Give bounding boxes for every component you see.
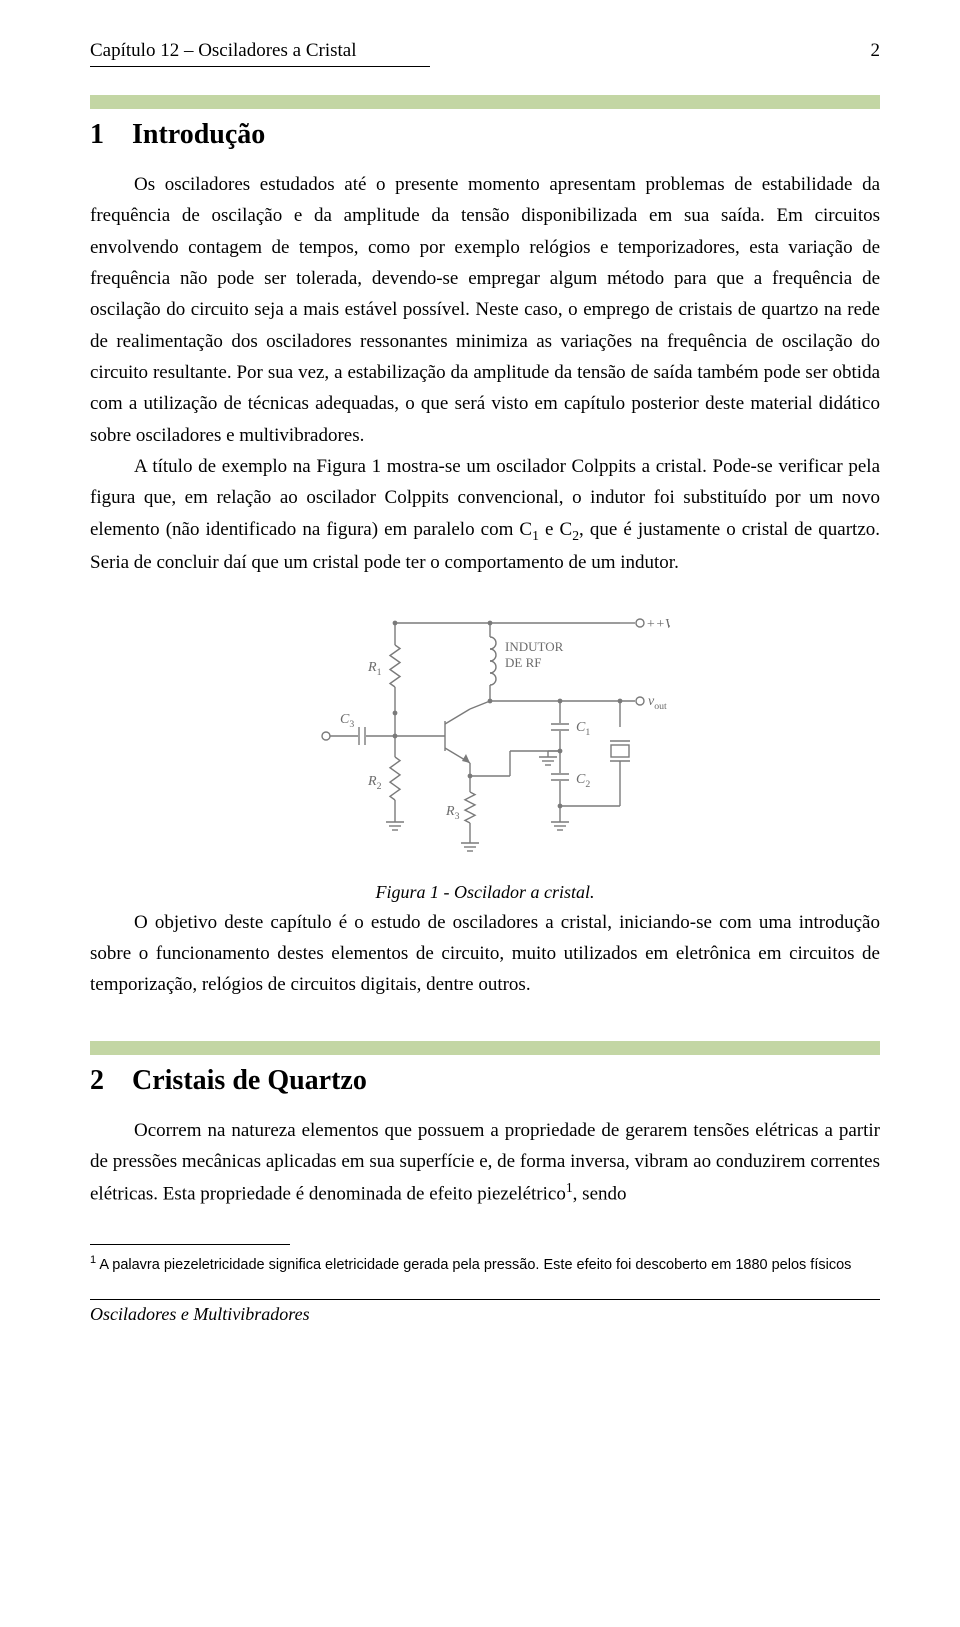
section-bar-2 [90,1041,880,1055]
section2-number: 2 [90,1065,104,1097]
section-number: 1 [90,119,104,151]
figure-caption: Figura 1 - Oscilador a cristal. [90,882,880,903]
section-bar [90,95,880,109]
svg-text:DE RF: DE RF [505,655,541,670]
paragraph-3: O objetivo deste capítulo é o estudo de … [90,907,880,1001]
footnote-text: A palavra piezeletricidade significa ele… [99,1257,851,1273]
footnote-1: 1 A palavra piezeletricidade significa e… [90,1253,880,1275]
page-number: 2 [871,40,881,62]
footer-text: Osciladores e Multivibradores [90,1304,310,1324]
header-underline [90,66,430,67]
svg-text:R3: R3 [445,804,460,822]
section2-paragraph-1: Ocorrem na natureza elementos que possue… [90,1115,880,1210]
svg-text:C3: C3 [340,712,354,730]
svg-text:R2: R2 [367,774,382,792]
section-title: Introdução [132,119,265,151]
svg-text:C2: C2 [576,772,590,790]
paragraph-2: A título de exemplo na Figura 1 mostra-s… [90,451,880,578]
figure-1: ++VCC R1 INDUTORDE RF vout C1 C2 R3 C3 R2 [90,601,880,876]
footnote-marker: 1 [90,1254,96,1266]
svg-text:INDUTOR: INDUTOR [505,639,564,654]
svg-text:C1: C1 [576,720,590,738]
footnote-separator [90,1244,290,1245]
svg-text:R1: R1 [367,660,382,678]
footer: Osciladores e Multivibradores [90,1299,880,1325]
svg-text:++VCC: ++VCC [646,617,670,635]
paragraph-1: Os osciladores estudados até o presente … [90,169,880,451]
svg-text:vout: vout [648,694,667,712]
section2-title: Cristais de Quartzo [132,1065,367,1097]
chapter-header: Capítulo 12 – Osciladores a Cristal [90,40,356,62]
